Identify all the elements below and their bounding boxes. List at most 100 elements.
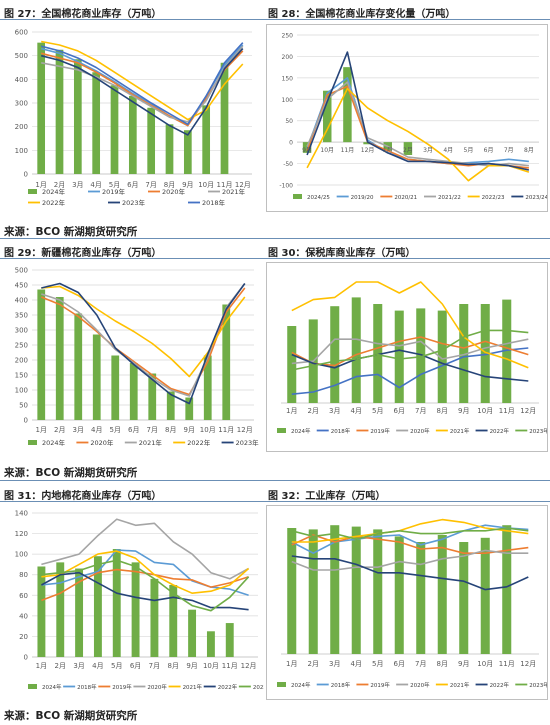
legend-label: 2023年: [236, 438, 260, 447]
bar: [111, 355, 120, 420]
x-tick-label: 10月: [203, 662, 219, 670]
y-tick-label: 40: [19, 612, 28, 620]
legend-label: 2023年: [122, 198, 146, 206]
y-tick-label: 0: [24, 171, 28, 179]
y-tick-label: 100: [15, 387, 28, 395]
y-tick-label: 250: [15, 342, 28, 350]
fig29-title: 图 29：新疆棉花商业库存（万吨）: [4, 248, 162, 259]
bar: [373, 529, 383, 654]
series-line: [291, 534, 529, 555]
series-line: [306, 85, 529, 169]
x-tick-label: 12月: [241, 662, 257, 670]
bar: [437, 310, 447, 403]
y-tick-label: 450: [15, 282, 28, 290]
legend-label: 2022年: [218, 683, 238, 691]
x-tick-label: 11月: [217, 181, 233, 189]
legend-label: 2021年: [450, 681, 470, 689]
bar: [416, 542, 426, 654]
legend-label: 2020年: [147, 683, 167, 691]
x-tick-label: 2月: [54, 426, 65, 434]
y-tick-label: 350: [15, 312, 28, 320]
divider: [0, 480, 550, 481]
x-tick-label: 2月: [308, 660, 319, 668]
legend-label: 2020年: [162, 187, 186, 196]
legend-swatch: [28, 440, 37, 445]
x-tick-label: 2月: [54, 181, 65, 189]
x-tick-label: 1月: [286, 660, 297, 668]
bar: [150, 578, 159, 657]
legend-label: 2024年: [42, 187, 66, 196]
x-tick-label: 6月: [128, 426, 139, 434]
source-note-1: 来源：BCO 新湖期货研究所: [4, 226, 138, 238]
y-tick-label: 200: [282, 54, 294, 61]
x-tick-label: 3月: [73, 426, 84, 434]
series-line: [41, 45, 244, 123]
x-tick-label: 5月: [110, 426, 121, 434]
y-tick-label: 500: [15, 267, 28, 275]
x-tick-label: 3月: [329, 660, 340, 668]
x-tick-label: 3月: [329, 407, 340, 415]
x-tick-label: 5月: [464, 147, 474, 154]
x-tick-label: 7月: [415, 407, 426, 415]
x-tick-label: 8月: [168, 662, 179, 670]
legend-label: 2018年: [77, 683, 97, 691]
legend-label: 2022年: [490, 681, 510, 689]
fig28-title: 图 28：全国棉花商业库存变化量（万吨）: [268, 9, 456, 20]
fig31-title: 图 31：内地棉花商业库存（万吨）: [4, 491, 162, 502]
x-tick-label: 7月: [145, 181, 156, 189]
legend-swatch: [277, 682, 286, 687]
series-line: [41, 550, 250, 594]
y-tick-label: 150: [15, 372, 28, 380]
legend-label: 2023/24: [525, 195, 547, 201]
y-tick-label: 0: [24, 417, 28, 425]
series-line: [291, 555, 529, 591]
x-tick-label: 12月: [237, 426, 253, 434]
legend-label: 2018年: [202, 198, 226, 206]
series-line: [291, 527, 529, 541]
y-tick-label: 400: [15, 297, 28, 305]
bar: [459, 542, 469, 654]
source-note-3: 来源：BCO 新湖期货研究所: [4, 710, 138, 722]
legend-label: 2023年: [253, 683, 264, 691]
bar: [55, 49, 64, 174]
x-tick-label: 9月: [184, 426, 195, 434]
x-tick-label: 12月: [520, 407, 536, 415]
y-tick-label: 500: [15, 52, 28, 60]
x-tick-label: 8月: [165, 426, 176, 434]
y-tick-label: 100: [15, 551, 28, 559]
legend-label: 2020年: [90, 438, 114, 447]
legend-label: 2019年: [112, 683, 132, 691]
bar: [185, 397, 194, 420]
divider: [0, 238, 550, 239]
x-tick-label: 4月: [351, 407, 362, 415]
legend-swatch: [293, 194, 302, 199]
divider: [0, 19, 550, 20]
y-tick-label: 60: [19, 592, 28, 600]
x-tick-label: 11月: [218, 426, 234, 434]
fig31-chart: 0 20 40 60 80 100 120 140 1月 2月 3月 4月 5月 6月 7月 8月 9月 10月 1…: [2, 505, 273, 700]
x-tick-label: 1月: [35, 181, 46, 189]
bar: [183, 130, 192, 174]
x-tick-label: 1月: [36, 426, 47, 434]
fig30-title: 图 30：保税库商业库存（万吨）: [268, 248, 416, 259]
fig27-title: 图 27：全国棉花商业库存（万吨）: [4, 9, 162, 20]
x-tick-label: 9月: [182, 181, 193, 189]
bar: [287, 326, 297, 403]
x-tick-label: 3月: [72, 181, 83, 189]
x-tick-label: 10月: [477, 660, 493, 668]
legend-label: 2020年: [410, 427, 430, 435]
legend-label: 2018年: [331, 681, 351, 689]
bar: [363, 142, 372, 145]
y-tick-label: 300: [15, 327, 28, 335]
x-tick-label: 3月: [423, 147, 433, 154]
x-tick-label: 8月: [524, 147, 534, 154]
series-line: [41, 518, 249, 580]
bar: [37, 566, 46, 657]
x-tick-label: 11月: [499, 407, 515, 415]
x-tick-label: 10月: [477, 407, 493, 415]
bar: [37, 42, 46, 175]
x-tick-label: 9月: [458, 660, 469, 668]
legend-label: 2022年: [42, 198, 66, 206]
bar: [480, 304, 490, 403]
y-tick-label: 20: [19, 633, 28, 641]
